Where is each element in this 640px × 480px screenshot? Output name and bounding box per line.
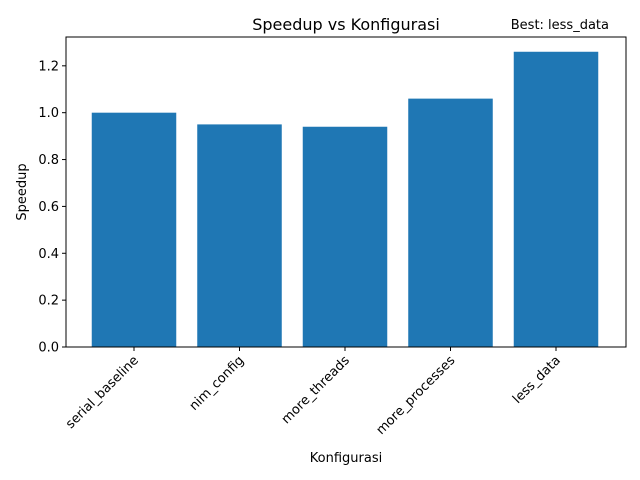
- chart-title: Speedup vs Konfigurasi: [252, 15, 440, 34]
- x-axis-label: Konfigurasi: [310, 451, 382, 466]
- y-tick-label: 1.2: [38, 59, 59, 74]
- x-axis: serial_baseline nim_config more_threads mor…: [63, 347, 564, 438]
- bar-more-processes: [408, 98, 493, 347]
- y-tick-label: 0.6: [38, 200, 59, 215]
- bars-group: [91, 51, 599, 348]
- plot-frame: [65, 36, 627, 348]
- x-tick-label-nim-config: nim_config: [187, 353, 248, 414]
- x-tick-label-less-data: less_data: [510, 353, 564, 407]
- x-tick-label-more-processes: more_processes: [374, 353, 459, 438]
- y-axis-label: Speedup: [15, 163, 30, 220]
- y-tick-label: 0.0: [38, 341, 59, 356]
- y-tick-label: 0.4: [38, 247, 59, 262]
- bar-more-threads: [302, 126, 388, 347]
- bar-nim-config: [197, 124, 282, 348]
- x-tick-label-more-threads: more_threads: [279, 353, 353, 427]
- y-tick-label: 0.2: [38, 294, 59, 309]
- bar-serial-baseline: [91, 112, 177, 347]
- y-axis: 0.0 0.2 0.4 0.6 0.8 1.0 1.2: [38, 59, 66, 356]
- best-annotation: Best: less_data: [511, 18, 609, 33]
- x-tick-label-serial-baseline: serial_baseline: [63, 353, 142, 432]
- y-tick-label: 1.0: [38, 106, 59, 121]
- bar-less-data: [513, 51, 599, 348]
- y-tick-label: 0.8: [38, 153, 59, 168]
